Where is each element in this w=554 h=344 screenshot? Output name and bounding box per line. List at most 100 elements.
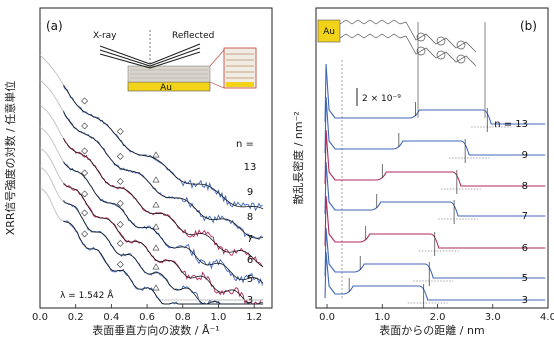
diamond-marker — [116, 221, 124, 228]
triangle-marker — [152, 223, 160, 230]
panel-a: (a) 0.0 0.2 0.4 0.6 0.8 1.0 1.2 表面垂直方向の波数 / Å⁻… — [3, 7, 273, 337]
sld-curve-5 — [324, 195, 546, 249]
zoom-line-top — [209, 49, 225, 67]
panel-a-x-tick-label: 0.0 — [32, 312, 48, 323]
diamond-marker — [116, 200, 124, 207]
triangle-marker — [152, 176, 160, 183]
panel-b-frame — [315, 7, 549, 309]
diamond-marker — [116, 240, 124, 247]
panel-a-n-label-8: 8 — [247, 212, 253, 223]
au-block-label: Au — [323, 27, 335, 37]
fit-curve-6 — [63, 182, 264, 305]
panel-a-curves — [39, 54, 264, 305]
fit-curve-gray — [39, 79, 264, 239]
diamond-marker — [116, 128, 124, 135]
panel-a-frame — [39, 7, 273, 309]
monolayer-pattern — [130, 69, 208, 79]
panel-a-x-tick-label: 1.2 — [246, 312, 262, 323]
panel-a-n-labels: 13 9 8 7 6 5 3 — [244, 162, 257, 306]
diamond-marker — [116, 178, 124, 185]
panel-b-n-label-2: 9 — [522, 150, 528, 161]
diamond-marker — [81, 97, 89, 105]
panel-a-x-tick-label: 0.6 — [139, 312, 155, 323]
xray-arrows — [99, 30, 201, 69]
panel-a-n-label-9: 9 — [247, 187, 253, 198]
diamond-marker — [81, 169, 89, 177]
panel-a-n-label-6: 6 — [247, 255, 253, 266]
panel-b-x-tick-label: 2.0 — [430, 312, 446, 323]
panel-b-curves — [324, 63, 546, 308]
panel-b-n-label-6: 5 — [522, 273, 528, 284]
panel-b-y-axis-label: 散乱長密度 / nm⁻² — [291, 111, 305, 205]
zoom-line-bottom — [209, 81, 225, 89]
panel-a-n-label-13: 13 — [244, 162, 257, 173]
triangle-marker — [152, 244, 160, 251]
sld-curve-3 — [324, 129, 546, 187]
fit-curve-7 — [63, 161, 264, 284]
reflected-label: Reflected — [172, 31, 214, 41]
panel-a-label: (a) — [46, 19, 63, 33]
panel-b-x-tick-label: 4.0 — [540, 312, 554, 323]
panel-a-y-axis-label: XRR信号強度の対数 / 任意単位 — [3, 81, 17, 236]
panel-b: (b) 0.0 1.0 2.0 3.0 4.0 表面からの距離 / nm 散乱長密度 /… — [291, 7, 554, 337]
fit-curve-3 — [63, 221, 264, 305]
sld-curve-4 — [324, 161, 546, 217]
panel-a-n-label-7: 7 — [247, 234, 253, 245]
panel-b-x-ticks: 0.0 1.0 2.0 3.0 4.0 — [319, 304, 554, 323]
triangle-marker — [152, 151, 160, 158]
series-curve-9 — [63, 110, 263, 241]
au-substrate-label: Au — [160, 83, 172, 93]
fit-curve-gray — [39, 147, 264, 301]
sld-curve-6 — [324, 227, 546, 279]
panel-b-x-axis-label: 表面からの距離 / nm — [379, 323, 484, 337]
sld-curve-2 — [324, 96, 546, 156]
panel-b-n-label-3: 8 — [522, 181, 528, 192]
n-header: n = — [236, 139, 254, 150]
fit-curve-9 — [63, 111, 264, 239]
zoom-pattern — [226, 53, 254, 79]
xray-label: X-ray — [93, 31, 117, 41]
diamond-marker — [116, 261, 124, 268]
diamond-marker — [81, 122, 89, 130]
panel-b-n-label-1: n = 13 — [494, 119, 528, 130]
sld-curve-1 — [324, 63, 546, 125]
fit-curve-8 — [63, 138, 264, 267]
panel-b-label: (b) — [520, 19, 537, 33]
panel-a-x-tick-label: 0.8 — [175, 312, 191, 323]
series-curve-13 — [63, 85, 263, 212]
panel-a-x-axis-label: 表面垂直方向の波数 / Å⁻¹ — [92, 323, 219, 337]
panel-a-x-tick-label: 0.2 — [68, 312, 84, 323]
diamond-marker — [81, 230, 89, 238]
xrr-inset: Au X-ray Reflected — [93, 30, 257, 93]
zoom-box — [223, 47, 257, 89]
series-curve-7 — [63, 161, 263, 286]
fit-curve-gray — [39, 187, 264, 301]
triangle-marker — [152, 201, 160, 208]
panel-b-n-labels: n = 13 9 8 7 6 5 3 — [494, 119, 528, 306]
panel-b-x-tick-label: 0.0 — [319, 312, 335, 323]
panel-b-n-label-5: 6 — [522, 243, 528, 254]
fit-curve-13 — [63, 84, 264, 210]
diamond-marker — [116, 153, 124, 160]
diamond-marker — [81, 147, 89, 155]
panel-b-n-label-7: 3 — [522, 295, 528, 306]
panel-a-n-label-3: 3 — [247, 295, 253, 306]
triangle-marker — [152, 284, 160, 291]
panel-a-x-tick-label: 0.4 — [103, 312, 119, 323]
diamond-marker — [81, 190, 89, 198]
panel-b-n-label-4: 7 — [522, 211, 528, 222]
series-curve-6 — [63, 183, 263, 305]
diamond-marker — [81, 209, 89, 217]
panel-b-x-tick-label: 3.0 — [485, 312, 501, 323]
sld-curve-7 — [324, 251, 546, 301]
wavelength-label: λ = 1.542 Å — [60, 289, 114, 301]
panel-b-x-tick-label: 1.0 — [374, 312, 390, 323]
fit-curve-gray — [39, 166, 264, 301]
panel-a-x-tick-label: 1.0 — [211, 312, 227, 323]
au-block — [317, 19, 341, 43]
panel-a-n-label-5: 5 — [247, 274, 253, 285]
scale-bar-label: 2 × 10⁻⁹ — [362, 94, 401, 104]
zoom-substrate — [226, 82, 254, 87]
panel-a-x-ticks: 0.0 0.2 0.4 0.6 0.8 1.0 1.2 — [32, 304, 262, 323]
